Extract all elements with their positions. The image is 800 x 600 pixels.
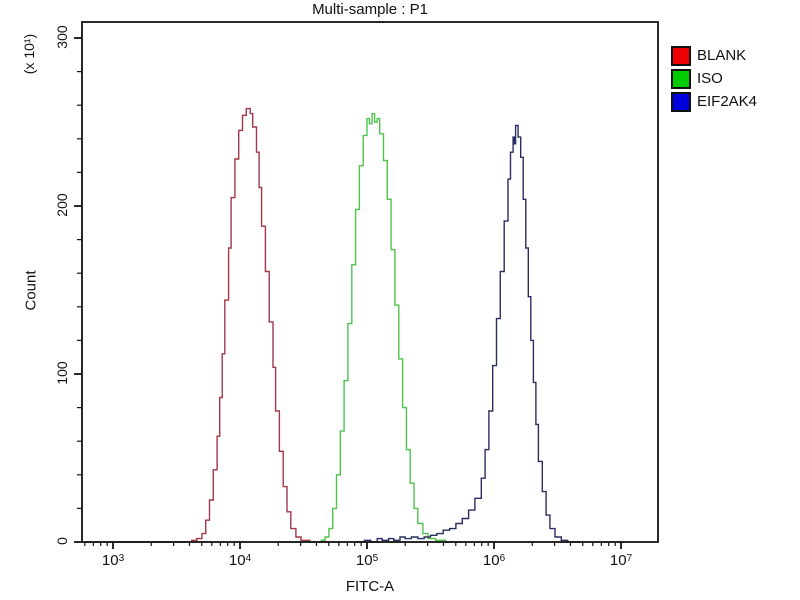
legend-item-blank: BLANK [671,46,757,66]
x-tick-label-1e7: 107 [609,552,633,569]
y-axis-title: Count [22,270,40,311]
x-tick-label-1e6: 106 [482,552,506,569]
x-axis-title: FITC-A [345,578,395,595]
x-tick-label-1e4: 104 [228,552,252,569]
legend-swatch-blank [671,46,691,66]
curve-eif2ak4 [354,124,581,543]
axes-frame-and-ticks [74,21,659,549]
legend-swatch-eif2ak4 [671,92,691,112]
legend-item-eif2ak4: EIF2AK4 [671,92,758,112]
legend-swatch-iso [671,69,691,89]
curve-blank [85,107,329,543]
y-axis-unit-label: (x 10¹) [21,33,37,75]
legend-item-iso: ISO [671,69,757,89]
legend-label: EIF2AK4 [697,93,758,110]
curve-iso [284,112,459,543]
y-tick-label-300: 300 [54,25,70,49]
legend: BLANK ISO EIF2AK4 [671,46,758,116]
histogram-curves [85,107,581,543]
y-tick-label-200: 200 [54,193,70,217]
y-tick-label-100: 100 [54,361,70,385]
x-tick-label-1e3: 103 [101,552,125,569]
plot-frame [81,21,659,543]
legend-label: ISO [697,70,723,87]
legend-label: BLANK [697,47,747,64]
y-tick-label-0: 0 [54,537,70,545]
x-tick-label-1e5: 105 [355,552,379,569]
chart-title: Multi-sample : P1 [312,1,428,18]
